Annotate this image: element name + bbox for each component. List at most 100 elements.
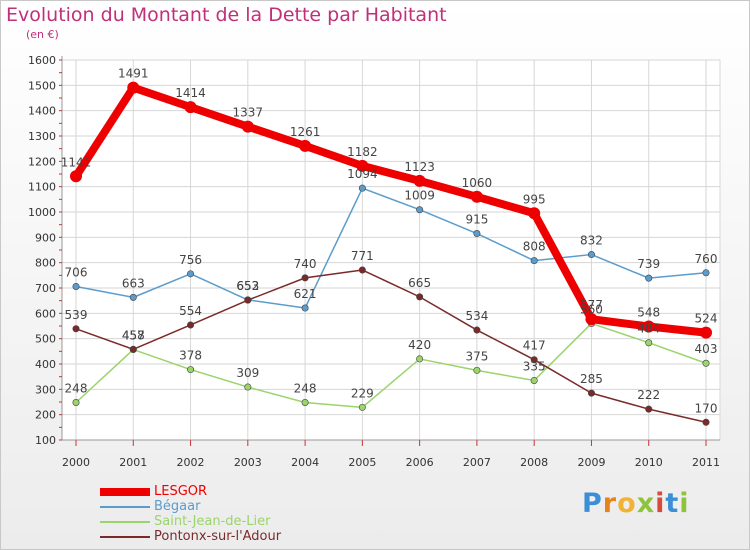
y-tick-label: 1300 xyxy=(28,130,56,143)
logo-letter: r xyxy=(602,488,618,519)
logo-letter: i xyxy=(655,488,666,519)
data-label: 420 xyxy=(408,338,431,352)
data-point xyxy=(358,184,366,192)
series-line xyxy=(75,269,707,424)
data-point xyxy=(645,405,653,413)
legend-swatch xyxy=(100,487,150,496)
data-point xyxy=(299,139,312,152)
data-label: 577 xyxy=(580,298,603,312)
data-label: 808 xyxy=(523,240,546,254)
data-label: 554 xyxy=(179,304,202,318)
data-label: 458 xyxy=(122,328,145,342)
data-point xyxy=(416,206,424,214)
y-tick-label: 200 xyxy=(35,409,56,422)
y-tick-label: 600 xyxy=(35,307,56,320)
x-tick-label: 2005 xyxy=(348,456,376,469)
data-point xyxy=(587,389,595,397)
data-label: 378 xyxy=(179,349,202,363)
legend-swatch xyxy=(100,535,150,538)
data-label: 285 xyxy=(580,372,603,386)
x-tick-label: 2001 xyxy=(119,456,147,469)
x-tick-label: 2011 xyxy=(692,456,720,469)
y-tick-label: 700 xyxy=(35,282,56,295)
chart-subtitle: (en €) xyxy=(26,28,59,41)
x-tick-label: 2008 xyxy=(520,456,548,469)
data-label: 524 xyxy=(695,312,718,326)
data-point xyxy=(528,207,541,220)
data-label: 1182 xyxy=(347,145,378,159)
logo-letter: i xyxy=(679,488,690,519)
data-point xyxy=(702,359,710,367)
data-point xyxy=(301,304,309,312)
data-label: 484 xyxy=(637,322,660,336)
data-point xyxy=(129,293,137,301)
data-point xyxy=(413,174,426,187)
chart-title: Evolution du Montant de la Dette par Hab… xyxy=(6,4,447,26)
data-point xyxy=(241,120,254,133)
data-point xyxy=(72,282,80,290)
y-tick-label: 900 xyxy=(35,231,56,244)
series-lines xyxy=(70,81,712,426)
data-point xyxy=(358,266,366,274)
data-label: 548 xyxy=(637,306,660,320)
data-point xyxy=(585,313,598,326)
data-point xyxy=(642,320,655,333)
data-point xyxy=(244,383,252,391)
data-label: 739 xyxy=(637,257,660,271)
y-tick-label: 1200 xyxy=(28,155,56,168)
data-label: 170 xyxy=(695,401,718,415)
y-tick-label: 300 xyxy=(35,383,56,396)
data-label: 665 xyxy=(408,276,431,290)
data-point xyxy=(184,101,197,114)
y-tick-label: 1000 xyxy=(28,206,56,219)
x-tick-label: 2006 xyxy=(406,456,434,469)
data-label: 222 xyxy=(637,388,660,402)
data-label: 403 xyxy=(695,342,718,356)
data-point xyxy=(70,170,82,183)
legend-swatch xyxy=(100,520,150,523)
data-point xyxy=(356,159,369,172)
data-point xyxy=(416,293,424,301)
data-label: 375 xyxy=(465,349,488,363)
plot-area xyxy=(61,59,721,441)
legend-entry: Bégaar xyxy=(100,499,281,514)
y-tick-label: 1500 xyxy=(28,79,56,92)
x-tick-label: 2000 xyxy=(62,456,90,469)
data-label: 771 xyxy=(351,249,374,263)
data-label: 1491 xyxy=(118,67,149,81)
data-label: 663 xyxy=(122,276,145,290)
data-label: 740 xyxy=(294,257,317,271)
legend-label: Bégaar xyxy=(154,499,201,514)
data-point xyxy=(187,366,195,374)
data-point xyxy=(129,345,137,353)
data-label: 760 xyxy=(695,252,718,266)
data-point xyxy=(702,269,710,277)
data-label: 706 xyxy=(65,265,88,279)
data-point xyxy=(700,326,712,339)
y-tick-label: 400 xyxy=(35,358,56,371)
y-tick-label: 1100 xyxy=(28,181,56,194)
legend-label: LESGOR xyxy=(154,484,208,499)
data-label: 1009 xyxy=(404,189,435,203)
proxiti-logo: Proxiti xyxy=(582,488,690,519)
y-tick-label: 100 xyxy=(35,434,56,447)
legend-entry: Pontonx-sur-l'Adour xyxy=(100,529,281,544)
data-point xyxy=(187,321,195,329)
logo-letter: t xyxy=(665,488,680,519)
data-label: 1414 xyxy=(175,86,206,100)
data-label: 653 xyxy=(236,279,259,293)
data-point xyxy=(301,399,309,407)
data-label: 560 xyxy=(580,302,603,316)
data-point xyxy=(416,355,424,363)
x-tick-label: 2002 xyxy=(177,456,205,469)
data-label: 1337 xyxy=(233,106,264,120)
data-label: 1094 xyxy=(347,167,378,181)
data-label: 229 xyxy=(351,386,374,400)
data-point xyxy=(301,274,309,282)
data-label: 457 xyxy=(122,329,145,343)
y-tick-label: 1400 xyxy=(28,105,56,118)
legend: LESGOR Bégaar Saint-Jean-de-Lier Pontonx-su… xyxy=(100,484,281,544)
y-tick-label: 500 xyxy=(35,333,56,346)
legend-label: Pontonx-sur-l'Adour xyxy=(154,529,282,544)
data-label: 335 xyxy=(523,359,546,373)
